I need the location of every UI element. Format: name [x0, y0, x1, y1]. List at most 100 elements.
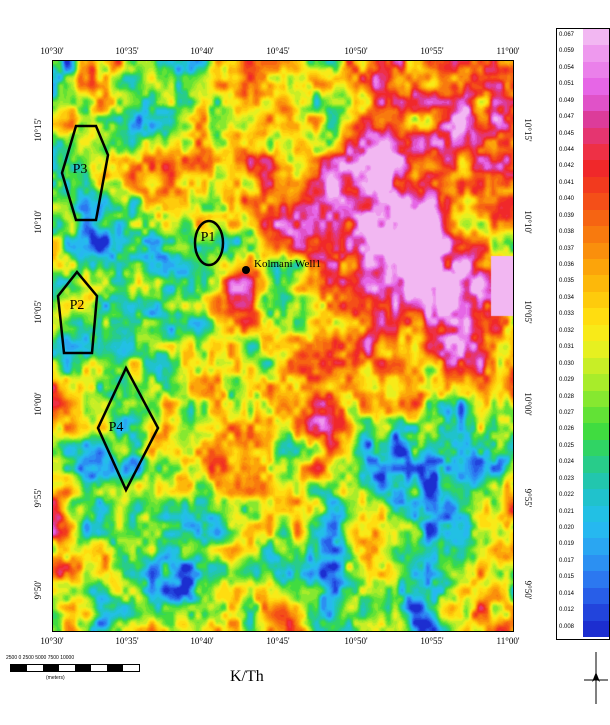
legend-swatch	[583, 521, 609, 539]
legend-entry: 0.054	[557, 61, 609, 79]
legend-value: 0.037	[559, 245, 575, 252]
legend-entry: 0.051	[557, 78, 609, 95]
legend-swatch	[583, 489, 609, 506]
map-overlay: P3 P1 P2 P4 Kolmani Well1	[52, 60, 512, 630]
legend-value: 0.030	[559, 360, 575, 367]
legend-value: 0.045	[559, 130, 575, 137]
legend-swatch	[583, 29, 609, 46]
legend-entry: 0.049	[557, 94, 609, 112]
axis-left-tick: 9°55'	[33, 488, 43, 508]
legend-swatch	[583, 324, 609, 342]
axis-top-tick: 10°50'	[344, 46, 368, 56]
legend-entry: 0.032	[557, 324, 609, 342]
legend-value: 0.024	[559, 459, 575, 466]
legend-entry: 0.027	[557, 406, 609, 424]
legend-value: 0.034	[559, 294, 575, 301]
legend-entry: 0.014	[557, 587, 609, 605]
legend-entry: 0.045	[557, 127, 609, 145]
legend-entry: 0.035	[557, 275, 609, 292]
axis-right-tick: 10°10'	[523, 210, 533, 234]
well-marker	[242, 266, 250, 274]
axis-left-tick: 10°15'	[33, 118, 43, 142]
legend-entry: 0.015	[557, 571, 609, 588]
legend-value: 0.023	[559, 475, 575, 482]
legend-value: 0.040	[559, 196, 575, 203]
legend-swatch	[583, 291, 609, 309]
color-legend: 0.067 0.059 0.054 0.051 0.049 0.047 0.045 0.044…	[556, 28, 610, 640]
legend-entry: 0.021	[557, 505, 609, 522]
legend-swatch	[583, 390, 609, 407]
legend-entry: 0.020	[557, 521, 609, 539]
legend-swatch	[583, 472, 609, 490]
legend-value: 0.017	[559, 557, 575, 564]
legend-entry: 0.026	[557, 423, 609, 440]
map-title: K/Th	[230, 668, 264, 685]
legend-value: 0.047	[559, 114, 575, 121]
legend-entry: 0.044	[557, 144, 609, 161]
legend-value: 0.044	[559, 147, 575, 154]
legend-entry: 0.042	[557, 160, 609, 177]
legend-value: 0.025	[559, 442, 575, 449]
legend-value: 0.012	[559, 607, 575, 614]
axis-left-tick: 10°05'	[33, 300, 43, 324]
legend-value: 0.014	[559, 590, 575, 597]
north-arrow-icon	[584, 648, 610, 708]
zone-p4-label: P4	[108, 420, 124, 435]
axis-right-tick: 9°55'	[523, 488, 533, 508]
legend-entry: 0.036	[557, 259, 609, 276]
legend-value: 0.026	[559, 426, 575, 433]
legend-value: 0.042	[559, 163, 575, 170]
axis-bottom-tick: 10°50'	[344, 636, 368, 646]
legend-entry: 0.019	[557, 538, 609, 555]
legend-entry: 0.017	[557, 554, 609, 572]
legend-value: 0.022	[559, 492, 575, 499]
legend-entry: 0.041	[557, 176, 609, 194]
legend-entry: 0.030	[557, 357, 609, 375]
legend-swatch	[583, 193, 609, 210]
axis-bottom-tick: 10°30'	[40, 636, 64, 646]
zone-p2-label: P2	[69, 298, 85, 313]
legend-value: 0.019	[559, 541, 575, 548]
legend-swatch	[583, 308, 609, 325]
legend-swatch	[583, 554, 609, 572]
kth-ratio-raster	[53, 61, 513, 631]
legend-swatch	[583, 505, 609, 522]
legend-entry: 0.024	[557, 456, 609, 473]
legend-swatch	[583, 160, 609, 177]
legend-swatch	[583, 226, 609, 243]
legend-value: 0.054	[559, 64, 575, 71]
axis-right-tick: 10°15'	[523, 118, 533, 142]
scale-unit: (meters)	[46, 675, 65, 681]
axis-top-tick: 10°55'	[420, 46, 444, 56]
axis-right-tick: 10°05'	[523, 300, 533, 324]
legend-value: 0.035	[559, 278, 575, 285]
legend-swatch	[583, 61, 609, 79]
legend-entry: 0.067	[557, 29, 609, 46]
legend-swatch	[583, 406, 609, 424]
axis-bottom-tick: 10°45'	[266, 636, 290, 646]
legend-value: 0.032	[559, 327, 575, 334]
zone-p4-outline	[96, 365, 160, 493]
legend-value: 0.036	[559, 262, 575, 269]
legend-entry: 0.025	[557, 439, 609, 457]
axis-top-tick: 10°30'	[40, 46, 64, 56]
legend-value: 0.021	[559, 508, 575, 515]
legend-swatch	[583, 456, 609, 473]
legend-swatch	[583, 538, 609, 555]
legend-swatch	[583, 127, 609, 145]
axis-top-tick: 11°00'	[496, 46, 520, 56]
legend-swatch	[583, 94, 609, 112]
legend-value: 0.027	[559, 409, 575, 416]
axis-left-tick: 10°00'	[33, 392, 43, 416]
axis-bottom-tick: 10°40'	[190, 636, 214, 646]
legend-value: 0.029	[559, 377, 575, 384]
legend-swatch	[583, 439, 609, 457]
legend-entry: 0.022	[557, 489, 609, 506]
legend-entry: 0.012	[557, 604, 609, 621]
axis-bottom-tick: 10°55'	[420, 636, 444, 646]
legend-swatch	[583, 587, 609, 605]
legend-entry: 0.033	[557, 308, 609, 325]
legend-value: 0.039	[559, 212, 575, 219]
legend-swatch	[583, 176, 609, 194]
legend-entry: 0.038	[557, 226, 609, 243]
